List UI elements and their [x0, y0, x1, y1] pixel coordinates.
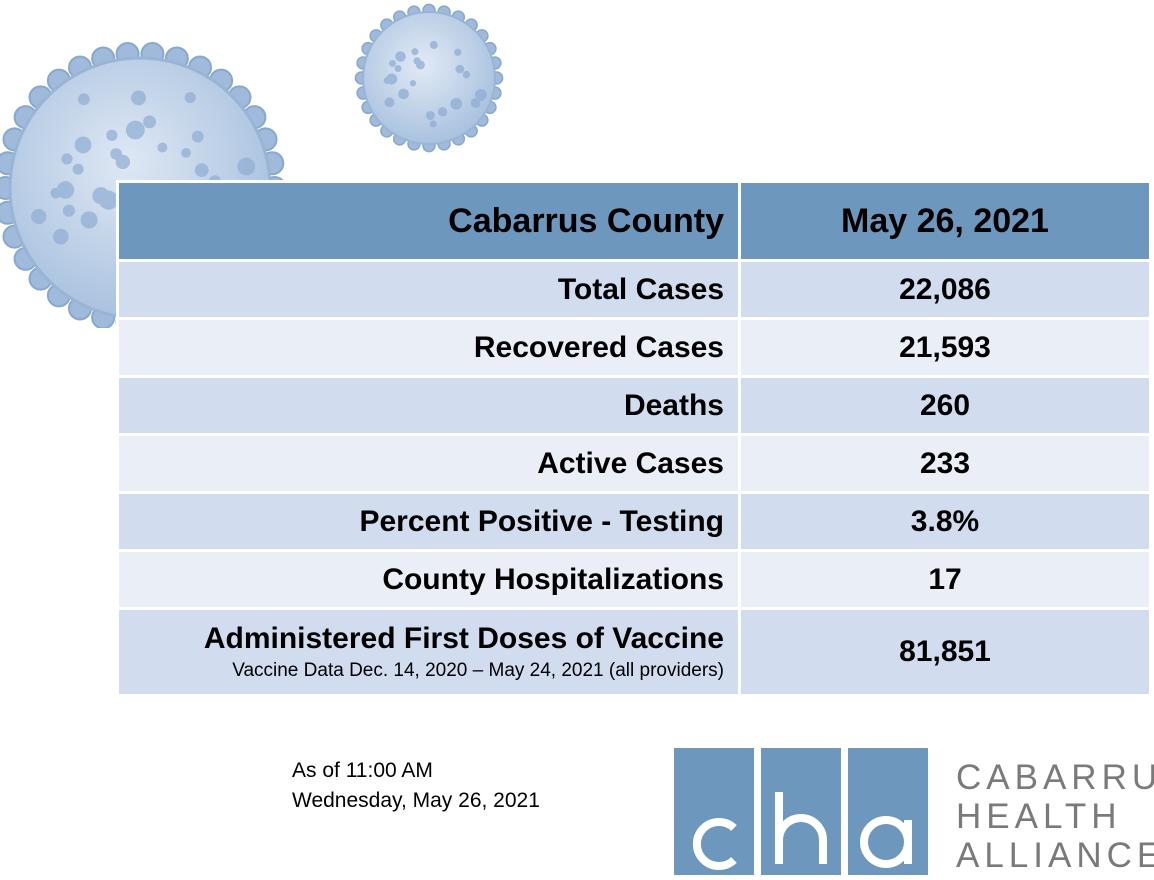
- date-heading: May 26, 2021: [738, 180, 1152, 262]
- row-value: 3.8%: [738, 491, 1152, 552]
- row-value: 22,086: [738, 259, 1152, 320]
- table-row: Total Cases 22,086: [116, 259, 1152, 320]
- table-header: Cabarrus County May 26, 2021: [116, 180, 1152, 262]
- table-row: Percent Positive - Testing 3.8%: [116, 491, 1152, 552]
- letter-h-icon: [775, 792, 827, 864]
- logo-block-a: [848, 748, 928, 875]
- cha-logo: [674, 748, 928, 875]
- letter-a-icon: [860, 816, 912, 868]
- county-heading: Cabarrus County: [116, 180, 741, 262]
- table-row: Recovered Cases 21,593: [116, 317, 1152, 378]
- logo-text-line: CABARRUS: [956, 758, 1154, 797]
- vaccine-label: Administered First Doses of Vaccine: [203, 622, 724, 655]
- table-row: Active Cases 233: [116, 433, 1152, 494]
- table-row: County Hospitalizations 17: [116, 549, 1152, 610]
- logo-text-line: HEALTH: [956, 797, 1122, 836]
- logo-wordmark: CABARRUS HEALTH ALLIANCE: [956, 758, 1154, 875]
- row-value: 81,851: [738, 607, 1152, 697]
- row-label: Deaths: [116, 375, 741, 436]
- as-of-date: Wednesday, May 26, 2021: [292, 789, 540, 812]
- logo-text-line: ALLIANCE: [956, 836, 1154, 875]
- row-label: Active Cases: [116, 433, 741, 494]
- row-label: County Hospitalizations: [116, 549, 741, 610]
- vaccine-sublabel: Vaccine Data Dec. 14, 2020 – May 24, 202…: [232, 660, 724, 681]
- row-label: Percent Positive - Testing: [116, 491, 741, 552]
- row-label: Administered First Doses of Vaccine Vacc…: [116, 607, 741, 697]
- table-row: Deaths 260: [116, 375, 1152, 436]
- row-value: 260: [738, 375, 1152, 436]
- as-of-timestamp: As of 11:00 AM Wednesday, May 26, 2021: [292, 756, 540, 816]
- stats-table: Cabarrus County May 26, 2021 Total Cases…: [116, 180, 1152, 697]
- row-label: Total Cases: [116, 259, 741, 320]
- row-label: Recovered Cases: [116, 317, 741, 378]
- virus-icon: [354, 3, 504, 153]
- row-value: 21,593: [738, 317, 1152, 378]
- logo-block-h: [761, 748, 841, 875]
- letter-c-icon: [692, 818, 737, 870]
- as-of-time: As of 11:00 AM: [292, 759, 433, 782]
- row-value: 233: [738, 433, 1152, 494]
- logo-block-c: [674, 748, 754, 875]
- row-value: 17: [738, 549, 1152, 610]
- table-row: Administered First Doses of Vaccine Vacc…: [116, 607, 1152, 697]
